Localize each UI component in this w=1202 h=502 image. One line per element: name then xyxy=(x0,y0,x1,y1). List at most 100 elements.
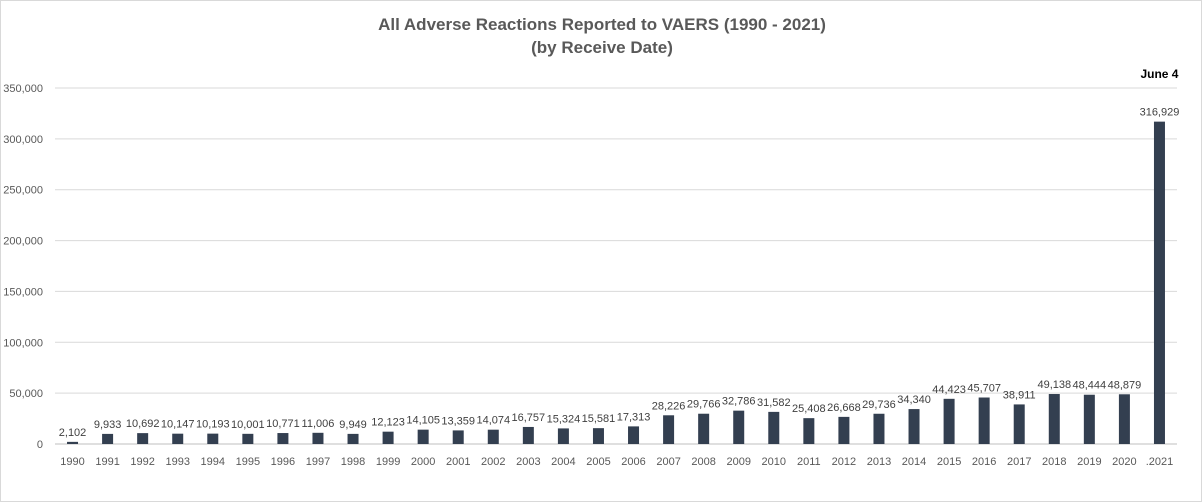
bar xyxy=(347,433,359,444)
bar xyxy=(102,433,114,444)
data-label: 2,102 xyxy=(59,427,87,439)
x-tick-label: 2006 xyxy=(621,456,645,468)
x-tick-label: 2013 xyxy=(867,456,891,468)
x-tick-label: 2005 xyxy=(586,456,610,468)
data-label: 49,138 xyxy=(1037,379,1071,391)
bar xyxy=(768,411,780,444)
data-label: 316,929 xyxy=(1140,107,1180,119)
bar xyxy=(417,429,429,444)
bar xyxy=(663,415,675,444)
data-label: 13,359 xyxy=(441,415,475,427)
x-tick-label: 2002 xyxy=(481,456,505,468)
x-tick-label: 2020 xyxy=(1112,456,1136,468)
x-tick-label: 1991 xyxy=(95,456,119,468)
bar xyxy=(838,416,850,444)
bar xyxy=(1048,394,1060,444)
bar xyxy=(908,409,920,444)
data-label: 16,757 xyxy=(512,412,546,424)
data-label: 44,423 xyxy=(932,384,966,396)
data-label: 14,074 xyxy=(476,415,510,427)
bar xyxy=(242,433,254,444)
data-label: 34,340 xyxy=(897,394,931,406)
x-tick-label: 2016 xyxy=(972,456,996,468)
x-tick-label: 2017 xyxy=(1007,456,1031,468)
x-tick-label: 1990 xyxy=(60,456,84,468)
x-tick-label: 2008 xyxy=(691,456,715,468)
x-tick-label: 2003 xyxy=(516,456,540,468)
bars xyxy=(67,121,1165,444)
y-tick-label: 150,000 xyxy=(3,286,43,298)
x-tick-label: 2007 xyxy=(656,456,680,468)
x-tick-label: 2011 xyxy=(797,456,821,468)
x-tick-label: 1998 xyxy=(341,456,365,468)
data-label: 31,582 xyxy=(757,397,791,409)
x-tick-label: 2014 xyxy=(902,456,926,468)
bar xyxy=(803,418,815,444)
data-label: 14,105 xyxy=(406,415,440,427)
bar-annotation: June 4 xyxy=(1140,67,1178,81)
x-tick-label: 2018 xyxy=(1042,456,1066,468)
bar xyxy=(452,430,464,444)
y-tick-label: 200,000 xyxy=(3,236,43,248)
bar xyxy=(522,426,534,444)
bar xyxy=(1118,394,1130,444)
x-tick-label: 2000 xyxy=(411,456,435,468)
bar xyxy=(67,441,79,444)
bar xyxy=(487,429,499,444)
data-label: 48,879 xyxy=(1108,379,1142,391)
data-label: 12,123 xyxy=(371,417,405,429)
data-label: 11,006 xyxy=(302,418,335,430)
bar xyxy=(207,433,219,444)
x-tick-label: 2019 xyxy=(1077,456,1101,468)
bar xyxy=(312,432,324,444)
bar xyxy=(1153,121,1165,444)
x-tick-label: 2001 xyxy=(446,456,470,468)
data-label: 10,692 xyxy=(126,418,160,430)
bar xyxy=(1013,404,1025,444)
data-label: 10,147 xyxy=(161,419,195,431)
data-label: 29,766 xyxy=(687,399,721,411)
x-tick-label: 1997 xyxy=(306,456,330,468)
data-label: 9,933 xyxy=(94,419,122,431)
x-tick-label: .2021 xyxy=(1146,456,1174,468)
bar xyxy=(733,410,745,444)
bar xyxy=(277,433,289,444)
y-tick-label: 350,000 xyxy=(3,83,43,95)
bar xyxy=(873,413,885,444)
bar xyxy=(557,428,569,444)
bar xyxy=(943,398,955,444)
data-label: 26,668 xyxy=(827,402,861,414)
x-tick-label: 1992 xyxy=(130,456,154,468)
data-label: 17,313 xyxy=(617,411,651,423)
data-label: 45,707 xyxy=(967,383,1001,395)
data-label: 15,581 xyxy=(582,413,616,425)
data-label: 28,226 xyxy=(652,400,686,412)
x-tick-label: 2009 xyxy=(726,456,750,468)
bar xyxy=(382,431,394,444)
bar xyxy=(592,428,604,444)
x-tick-label: 2010 xyxy=(762,456,786,468)
data-label: 15,324 xyxy=(547,413,581,425)
data-label: 32,786 xyxy=(722,396,756,408)
bar xyxy=(1083,394,1095,444)
data-label: 48,444 xyxy=(1073,380,1107,392)
y-axis-ticks: 0 50,000 100,000 150,000 200,000 250,000 300,0… xyxy=(3,83,43,451)
bar xyxy=(628,426,640,444)
y-tick-label: 0 xyxy=(37,439,43,451)
data-label: 29,736 xyxy=(862,399,896,411)
x-tick-label: 2015 xyxy=(937,456,961,468)
x-tick-label: 2004 xyxy=(551,456,575,468)
x-tick-label: 2012 xyxy=(832,456,856,468)
x-tick-label: 1996 xyxy=(271,456,295,468)
x-tick-label: 1999 xyxy=(376,456,400,468)
data-labels: 2,102 9,933 10,692 10,147 10,193 10,001 10,771… xyxy=(59,107,1180,439)
x-tick-label: 1993 xyxy=(165,456,189,468)
y-tick-label: 250,000 xyxy=(3,185,43,197)
bar xyxy=(978,397,990,444)
bar xyxy=(698,413,710,444)
gridlines xyxy=(55,87,1177,445)
data-label: 10,193 xyxy=(196,419,230,431)
data-label: 10,001 xyxy=(231,419,265,431)
